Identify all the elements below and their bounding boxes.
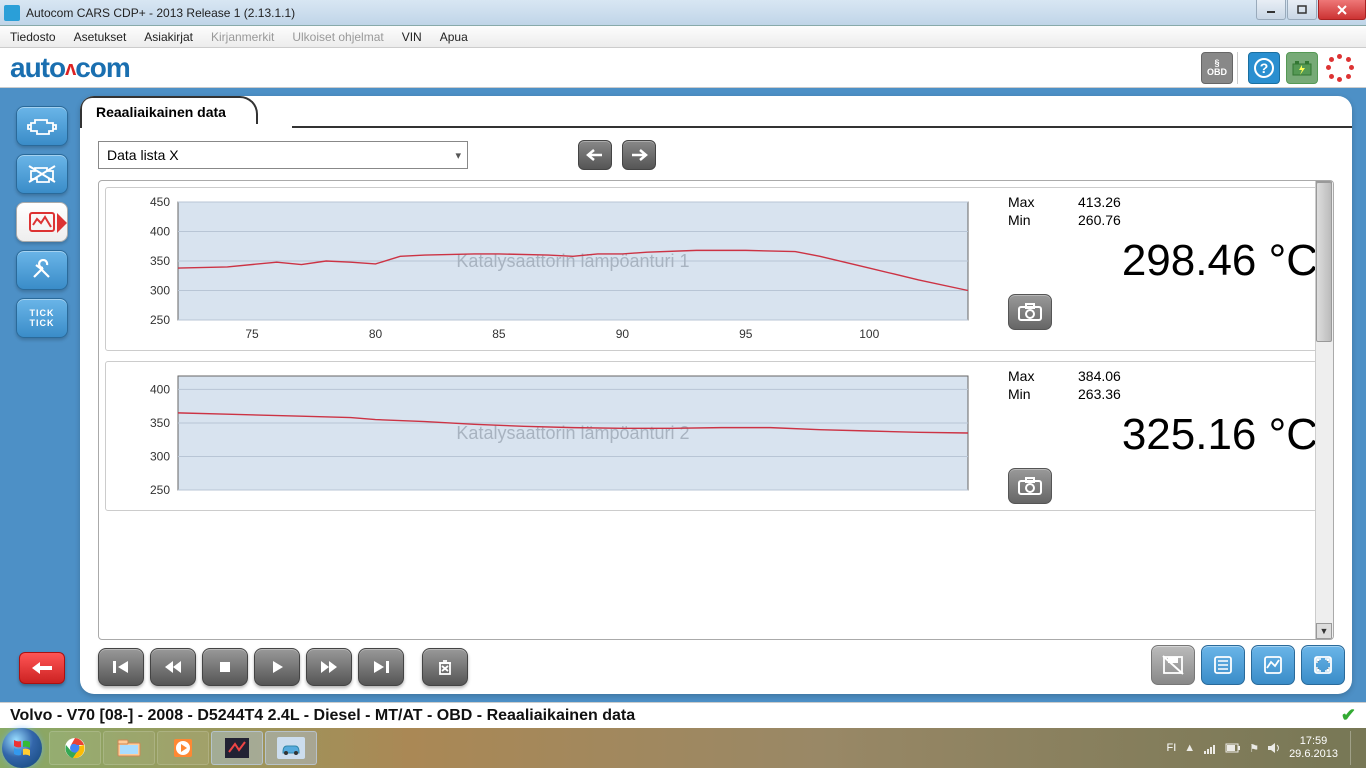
chart-info-1: Max413.26 Min260.76 298.46 °C [1008, 194, 1318, 344]
tray-lang[interactable]: FI [1167, 742, 1177, 754]
status-text: Volvo - V70 [08-] - 2008 - D5244T4 2.4L … [10, 707, 635, 725]
skip-end-button[interactable] [358, 648, 404, 686]
window-title: Autocom CARS CDP+ - 2013 Release 1 (2.13… [26, 6, 295, 20]
tray-volume-icon[interactable] [1267, 742, 1281, 754]
snapshot-button-2[interactable] [1008, 468, 1052, 504]
save-disabled-button[interactable] [1151, 645, 1195, 685]
chart-info-2: Max384.06 Min263.36 325.16 °C [1008, 368, 1318, 504]
chart-2: Katalysaattorin lämpöanturi 2 250 300 350 4… [112, 368, 994, 498]
sidebar-erase-icon[interactable] [16, 154, 68, 194]
play-button[interactable] [254, 648, 300, 686]
app-icon [4, 5, 20, 21]
show-desktop-button[interactable] [1350, 731, 1358, 765]
prev-button[interactable] [578, 140, 612, 170]
svg-text:90: 90 [616, 327, 630, 341]
scroll-down-icon[interactable]: ▼ [1316, 623, 1332, 639]
chart-block-1: Katalysaattorin lämpöanturi 1 2503003504… [105, 187, 1327, 351]
snapshot-button-1[interactable] [1008, 294, 1052, 330]
separator [1237, 52, 1238, 84]
next-button[interactable] [622, 140, 656, 170]
chart-block-2: Katalysaattorin lämpöanturi 2 250 300 350 4… [105, 361, 1327, 511]
graph-button[interactable] [1251, 645, 1295, 685]
svg-text:80: 80 [369, 327, 383, 341]
sidebar-engine-icon[interactable] [16, 106, 68, 146]
fastfwd-button[interactable] [306, 648, 352, 686]
svg-text:300: 300 [150, 449, 170, 463]
menu-vin[interactable]: VIN [402, 30, 422, 44]
svg-text:400: 400 [150, 382, 170, 396]
menu-apua[interactable]: Apua [440, 30, 468, 44]
taskbar-explorer[interactable] [103, 731, 155, 765]
data-list-dropdown[interactable]: Data lista X [98, 141, 468, 169]
svg-text:75: 75 [245, 327, 259, 341]
tray-battery-icon[interactable] [1225, 743, 1241, 753]
window-titlebar: Autocom CARS CDP+ - 2013 Release 1 (2.13… [0, 0, 1366, 26]
content-panel: Reaaliaikainen data Data lista X Katalys… [80, 96, 1352, 694]
taskbar-mediaplayer[interactable] [157, 731, 209, 765]
svg-text:300: 300 [150, 284, 170, 298]
charts-container: Katalysaattorin lämpöanturi 1 2503003504… [98, 180, 1334, 640]
maximize-button[interactable] [1287, 0, 1317, 20]
tray-clock[interactable]: 17:59 29.6.2013 [1289, 735, 1338, 761]
obd-button[interactable]: § OBD [1201, 52, 1233, 84]
menu-kirjanmerkit[interactable]: Kirjanmerkit [211, 30, 274, 44]
start-button[interactable] [2, 728, 42, 768]
taskbar-app1[interactable] [211, 731, 263, 765]
taskbar: FI ▲ ⚑ 17:59 29.6.2013 [0, 728, 1366, 768]
stop-button[interactable] [202, 648, 248, 686]
sidebar-tools-icon[interactable] [16, 250, 68, 290]
tray-action-icon[interactable]: ⚑ [1249, 742, 1259, 755]
status-bar: Volvo - V70 [08-] - 2008 - D5244T4 2.4L … [0, 702, 1366, 728]
status-check-icon: ✔ [1341, 705, 1356, 726]
svg-text:450: 450 [150, 195, 170, 209]
chart-current-value-2: 325.16 °C [1008, 410, 1318, 460]
logo: autoʌcom [10, 52, 130, 84]
svg-text:?: ? [1260, 60, 1269, 76]
back-button[interactable] [19, 652, 65, 684]
minimize-button[interactable] [1256, 0, 1286, 20]
svg-text:350: 350 [150, 416, 170, 430]
menubar: Tiedosto Asetukset Asiakirjat Kirjanmerk… [0, 26, 1366, 48]
menu-asetukset[interactable]: Asetukset [74, 30, 127, 44]
battery-icon[interactable] [1286, 52, 1318, 84]
loading-icon [1324, 52, 1356, 84]
tray-network-icon[interactable] [1203, 741, 1217, 755]
delete-button[interactable] [422, 648, 468, 686]
logo-row: autoʌcom § OBD ? [0, 48, 1366, 88]
close-button[interactable] [1318, 0, 1366, 20]
panel-tab: Reaaliaikainen data [80, 96, 258, 126]
menu-asiakirjat[interactable]: Asiakirjat [144, 30, 193, 44]
tray-flag-icon[interactable]: ▲ [1184, 742, 1195, 754]
svg-text:250: 250 [150, 313, 170, 327]
sidebar: TICK TICK [0, 88, 80, 702]
svg-text:Katalysaattorin lämpöanturi 2: Katalysaattorin lämpöanturi 2 [456, 423, 689, 443]
svg-text:350: 350 [150, 254, 170, 268]
svg-text:100: 100 [859, 327, 879, 341]
sidebar-livedata-icon[interactable] [16, 202, 68, 242]
svg-text:250: 250 [150, 483, 170, 497]
skip-start-button[interactable] [98, 648, 144, 686]
list-button[interactable] [1201, 645, 1245, 685]
chart-current-value-1: 298.46 °C [1008, 236, 1318, 286]
taskbar-autocom[interactable] [265, 731, 317, 765]
menu-tiedosto[interactable]: Tiedosto [10, 30, 56, 44]
scroll-thumb[interactable] [1316, 182, 1332, 342]
help-button[interactable]: ? [1248, 52, 1280, 84]
taskbar-chrome[interactable] [49, 731, 101, 765]
svg-text:85: 85 [492, 327, 506, 341]
expand-button[interactable] [1301, 645, 1345, 685]
bottom-right-tools [1146, 640, 1350, 690]
chart-1: Katalysaattorin lämpöanturi 1 2503003504… [112, 194, 994, 344]
menu-ulkoiset[interactable]: Ulkoiset ohjelmat [292, 30, 383, 44]
rewind-button[interactable] [150, 648, 196, 686]
scrollbar[interactable]: ▲ ▼ [1315, 181, 1333, 639]
svg-text:95: 95 [739, 327, 753, 341]
svg-text:400: 400 [150, 225, 170, 239]
sidebar-tick-button[interactable]: TICK TICK [16, 298, 68, 338]
main-body: TICK TICK Reaaliaikainen data Data lista… [0, 88, 1366, 702]
system-tray: FI ▲ ⚑ 17:59 29.6.2013 [1167, 731, 1364, 765]
